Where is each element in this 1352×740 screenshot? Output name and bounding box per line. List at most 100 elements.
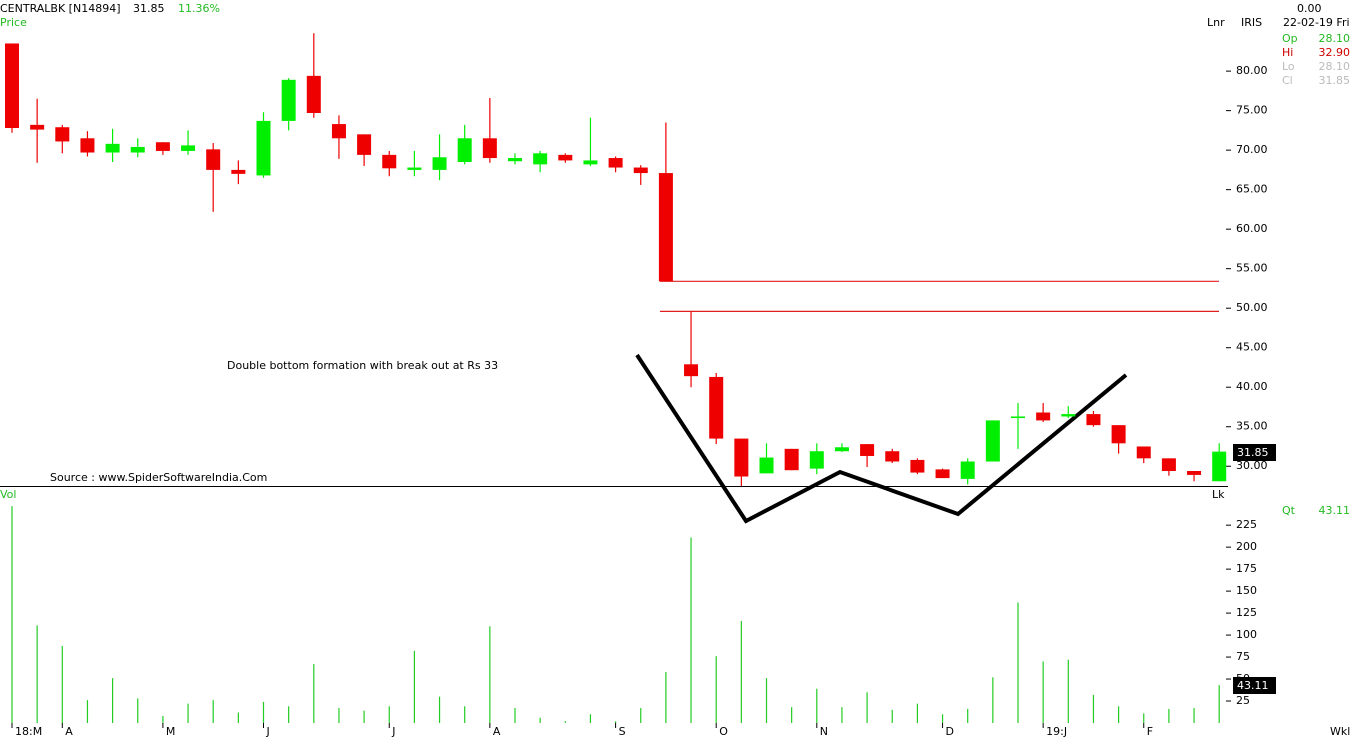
info-label: Op	[1282, 32, 1298, 45]
period-label: Wkl	[1330, 725, 1350, 738]
info-label: Hi	[1282, 46, 1293, 59]
candle-body	[382, 154, 397, 169]
y-tick-label: 45.00	[1236, 341, 1268, 354]
candle-body	[306, 75, 321, 114]
info-label: Cl	[1282, 74, 1293, 87]
x-tick-label: 19:J	[1046, 725, 1067, 738]
candle-body	[759, 457, 774, 474]
candle-body	[910, 459, 925, 473]
volume-tag-text: 43.11	[1237, 679, 1269, 692]
y-tick-label: 35.00	[1236, 420, 1268, 433]
y-tick-label: 70.00	[1236, 143, 1268, 156]
x-tick-label: S	[619, 725, 626, 738]
volume-title: Vol	[0, 488, 16, 501]
y-tick-label: 75	[1236, 650, 1250, 663]
candle-body	[5, 43, 19, 129]
candle-body	[155, 142, 170, 151]
y-tick-label: 65.00	[1236, 183, 1268, 196]
y-tick-label: 80.00	[1236, 64, 1268, 77]
candle-body	[935, 469, 950, 479]
candle-body	[1212, 451, 1227, 482]
candle-body	[457, 138, 472, 162]
y-tick-label: 200	[1236, 540, 1257, 553]
candle-body	[860, 444, 875, 456]
info-date: 22-02-19 Fri	[1283, 16, 1350, 29]
candle-body	[181, 145, 196, 151]
candle-body	[834, 447, 849, 452]
candle-body	[608, 158, 623, 168]
candle-body	[533, 153, 548, 165]
y-tick-label: 55.00	[1236, 262, 1268, 275]
info-name: IRIS	[1241, 16, 1262, 29]
qt-value: 43.11	[1319, 504, 1351, 517]
y-tick-label: 25	[1236, 694, 1250, 707]
double-bottom-drawing	[635, 353, 1128, 524]
x-tick-label: 18:M	[15, 725, 42, 738]
y-tick-label: 100	[1236, 628, 1257, 641]
candle-body	[583, 160, 598, 165]
x-tick-label: D	[946, 725, 954, 738]
candle-body	[55, 127, 70, 142]
candle-body	[1111, 425, 1126, 444]
candle-body	[960, 461, 975, 479]
info-value: 28.10	[1319, 60, 1351, 73]
price-tag	[1233, 444, 1276, 461]
y-tick-label: 225	[1236, 518, 1257, 531]
price-title: Price	[0, 16, 27, 29]
y-tick-label: 175	[1236, 562, 1257, 575]
candle-body	[885, 451, 900, 462]
x-tick-label: A	[65, 725, 73, 738]
y-tick-label: 30.00	[1236, 459, 1268, 472]
info-value: 31.85	[1319, 74, 1351, 87]
x-tick-label: F	[1147, 725, 1153, 738]
candle-body	[809, 451, 824, 469]
plot: 30.00 35.00 40.00 45.00 50.00 55.00 60.00 65.00…	[5, 33, 1268, 738]
candle-body	[80, 138, 95, 153]
y-tick-label: 75.00	[1236, 104, 1268, 117]
lock-label: Lk	[1212, 488, 1225, 501]
candle-body	[407, 167, 422, 170]
candle-body	[482, 138, 497, 159]
candle-body	[985, 420, 1000, 462]
candle-body	[357, 134, 372, 155]
annotation: Double bottom formation with break out a…	[227, 359, 498, 372]
info-top: 0.00	[1297, 2, 1322, 15]
candle-body	[30, 124, 45, 130]
x-tick-label: J	[266, 725, 270, 738]
y-tick-label: 125	[1236, 606, 1257, 619]
candle-body	[281, 79, 296, 121]
candle-body	[105, 143, 120, 153]
info-value: 28.10	[1319, 32, 1351, 45]
candle-body	[231, 169, 246, 174]
candle-body	[558, 154, 573, 161]
x-tick-label: J	[391, 725, 395, 738]
symbol: CENTRALBK [N14894]	[0, 2, 121, 15]
candle-body	[206, 149, 221, 170]
candle-body	[1011, 416, 1025, 419]
scale-label: Lnr	[1207, 16, 1225, 29]
candle-body	[1187, 470, 1202, 475]
candle-body	[658, 173, 673, 282]
x-tick-label: M	[166, 725, 176, 738]
candle-body	[734, 438, 749, 477]
y-tick-label: 150	[1236, 584, 1257, 597]
candle-body	[1161, 458, 1176, 471]
info-value: 32.90	[1319, 46, 1351, 59]
candle-body	[331, 124, 346, 139]
y-tick-label: 50.00	[1236, 301, 1268, 314]
candle-body	[508, 158, 522, 162]
x-tick-label: O	[719, 725, 728, 738]
source: Source : www.SpiderSoftwareIndia.Com	[50, 471, 267, 484]
candle-body	[709, 376, 724, 439]
candle-body	[684, 364, 699, 377]
candle-body	[130, 146, 145, 153]
change: 11.36%	[178, 2, 220, 15]
y-tick-label: 60.00	[1236, 222, 1268, 235]
y-tick-label: 40.00	[1236, 380, 1268, 393]
candle-body	[1061, 414, 1076, 417]
qt-label: Qt	[1282, 504, 1296, 517]
candle-body	[256, 120, 271, 176]
x-tick-label: A	[493, 725, 501, 738]
